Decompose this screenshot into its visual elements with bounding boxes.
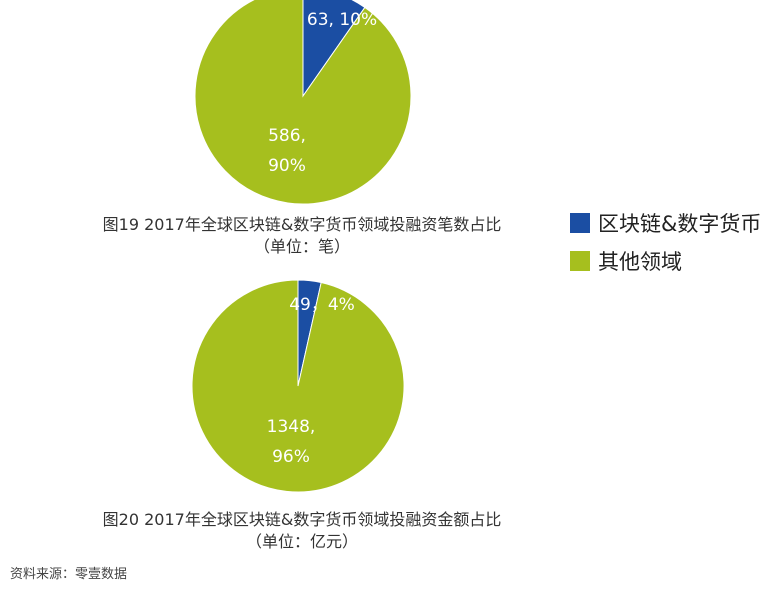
pie-slice-label-other: 586, 90%	[268, 126, 306, 176]
pie-slice-other	[191, 279, 405, 493]
legend-swatch-other	[570, 251, 590, 271]
caption-fig20-unit: （单位：亿元）	[245, 532, 358, 551]
caption-fig19-unit: （单位：笔）	[253, 237, 350, 256]
pie-slice-label-blockchain: 63, 10%	[307, 10, 377, 30]
legend-label-other: 其他领域	[598, 250, 682, 274]
pie-chart-financing-amount: 49，4% 1348, 96%	[191, 279, 405, 493]
legend-swatch-blockchain	[570, 213, 590, 233]
caption-fig20: 图20 2017年全球区块链&数字货币领域投融资金额占比 （单位：亿元）	[72, 509, 532, 553]
caption-fig20-title: 图20 2017年全球区块链&数字货币领域投融资金额占比	[102, 510, 502, 529]
caption-fig19: 图19 2017年全球区块链&数字货币领域投融资笔数占比 （单位：笔）	[72, 214, 532, 258]
pie-slice-label-blockchain: 49，4%	[289, 295, 355, 315]
legend-label-blockchain: 区块链&数字货币	[598, 212, 762, 236]
legend-item-other: 其他领域	[570, 244, 761, 278]
source-note: 资料来源：零壹数据	[10, 567, 128, 582]
pie-slice-other	[194, 0, 412, 205]
caption-fig19-title: 图19 2017年全球区块链&数字货币领域投融资笔数占比	[102, 215, 502, 234]
legend-item-blockchain: 区块链&数字货币	[570, 206, 761, 240]
legend: 区块链&数字货币 其他领域	[570, 206, 761, 282]
pie-chart-transaction-count: 63, 10% 586, 90%	[194, 0, 412, 205]
pie-slice-label-other: 1348, 96%	[267, 417, 316, 467]
